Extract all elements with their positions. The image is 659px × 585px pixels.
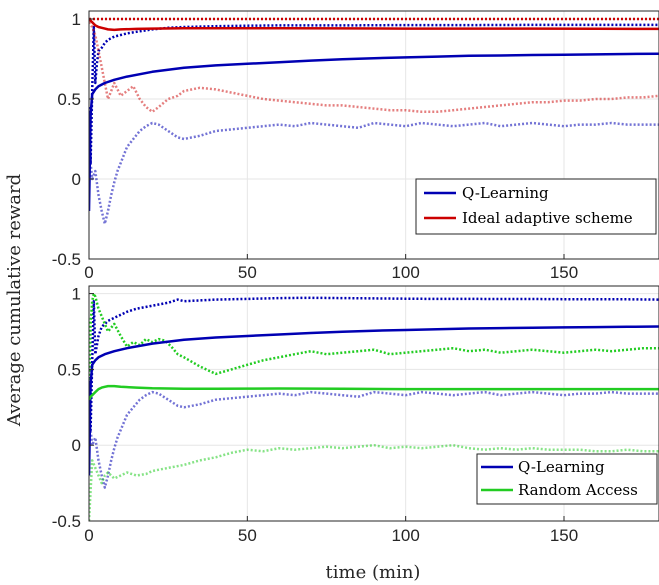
top-series-0-line bbox=[89, 52, 659, 212]
bottom-legend-box bbox=[476, 453, 658, 505]
bottom-series-0-line bbox=[89, 325, 659, 476]
bottom-legend-label-random-access: Random Access bbox=[518, 481, 638, 499]
bottom-ytick-label-3: 1 bbox=[72, 285, 81, 304]
top-legend-label-q-learning: Q-Learning bbox=[462, 184, 549, 202]
top-chart: -0.500.510 50 100 150 Q-Learning Ideal adap… bbox=[52, 10, 659, 282]
top-ytick-label-1: 0 bbox=[72, 170, 81, 189]
bottom-series-2-dotted bbox=[89, 296, 659, 432]
top-ytick-label-3: 1 bbox=[72, 10, 81, 29]
bottom-axes-box bbox=[88, 285, 659, 522]
bottom-legend: Q-Learning Random Access bbox=[476, 453, 658, 505]
bottom-xtick-label-2: 100 bbox=[391, 526, 419, 545]
bottom-series-4-dotted bbox=[89, 292, 659, 400]
top-axes-box bbox=[88, 10, 659, 260]
top-series-2-dotted bbox=[89, 23, 659, 165]
x-axis-label: time (min) bbox=[326, 562, 421, 583]
bottom-xtick-label-3: 150 bbox=[550, 526, 578, 545]
top-ytick-label-0: -0.5 bbox=[52, 250, 81, 269]
bottom-xtick-label-1: 50 bbox=[238, 526, 257, 545]
top-xtick-label-3: 150 bbox=[550, 263, 578, 282]
top-xtick-label-2: 100 bbox=[391, 263, 419, 282]
top-xtick-label-0: 0 bbox=[84, 263, 93, 282]
bottom-legend-label-q-learning: Q-Learning bbox=[518, 458, 605, 476]
y-axis-label: Average cumulative reward bbox=[4, 174, 25, 427]
top-ticks: -0.500.510 50 100 150 bbox=[52, 10, 578, 282]
bottom-ytick-label-1: 0 bbox=[72, 436, 81, 455]
bottom-ytick-label-2: 0.5 bbox=[57, 360, 81, 379]
bottom-ytick-label-0: -0.5 bbox=[52, 512, 81, 531]
top-series-5-dotted bbox=[89, 21, 659, 114]
top-series bbox=[89, 17, 659, 226]
bottom-ticks: -0.500.510 50 100 150 bbox=[52, 285, 578, 545]
top-series-1-line bbox=[89, 18, 659, 32]
top-legend-label-ideal: Ideal adaptive scheme bbox=[462, 209, 633, 227]
bottom-xtick-label-0: 0 bbox=[84, 526, 93, 545]
bottom-series-1-line bbox=[89, 384, 659, 401]
bottom-series-5-dotted bbox=[89, 443, 659, 521]
bottom-series bbox=[89, 292, 659, 521]
top-legend-box bbox=[415, 178, 657, 235]
bottom-series-3-dotted bbox=[89, 390, 659, 489]
bottom-chart: -0.500.510 50 100 150 Q-Learning Random Acc… bbox=[52, 285, 659, 545]
top-legend: Q-Learning Ideal adaptive scheme bbox=[415, 178, 657, 235]
top-ytick-label-2: 0.5 bbox=[57, 90, 81, 109]
top-xtick-label-1: 50 bbox=[238, 263, 257, 282]
